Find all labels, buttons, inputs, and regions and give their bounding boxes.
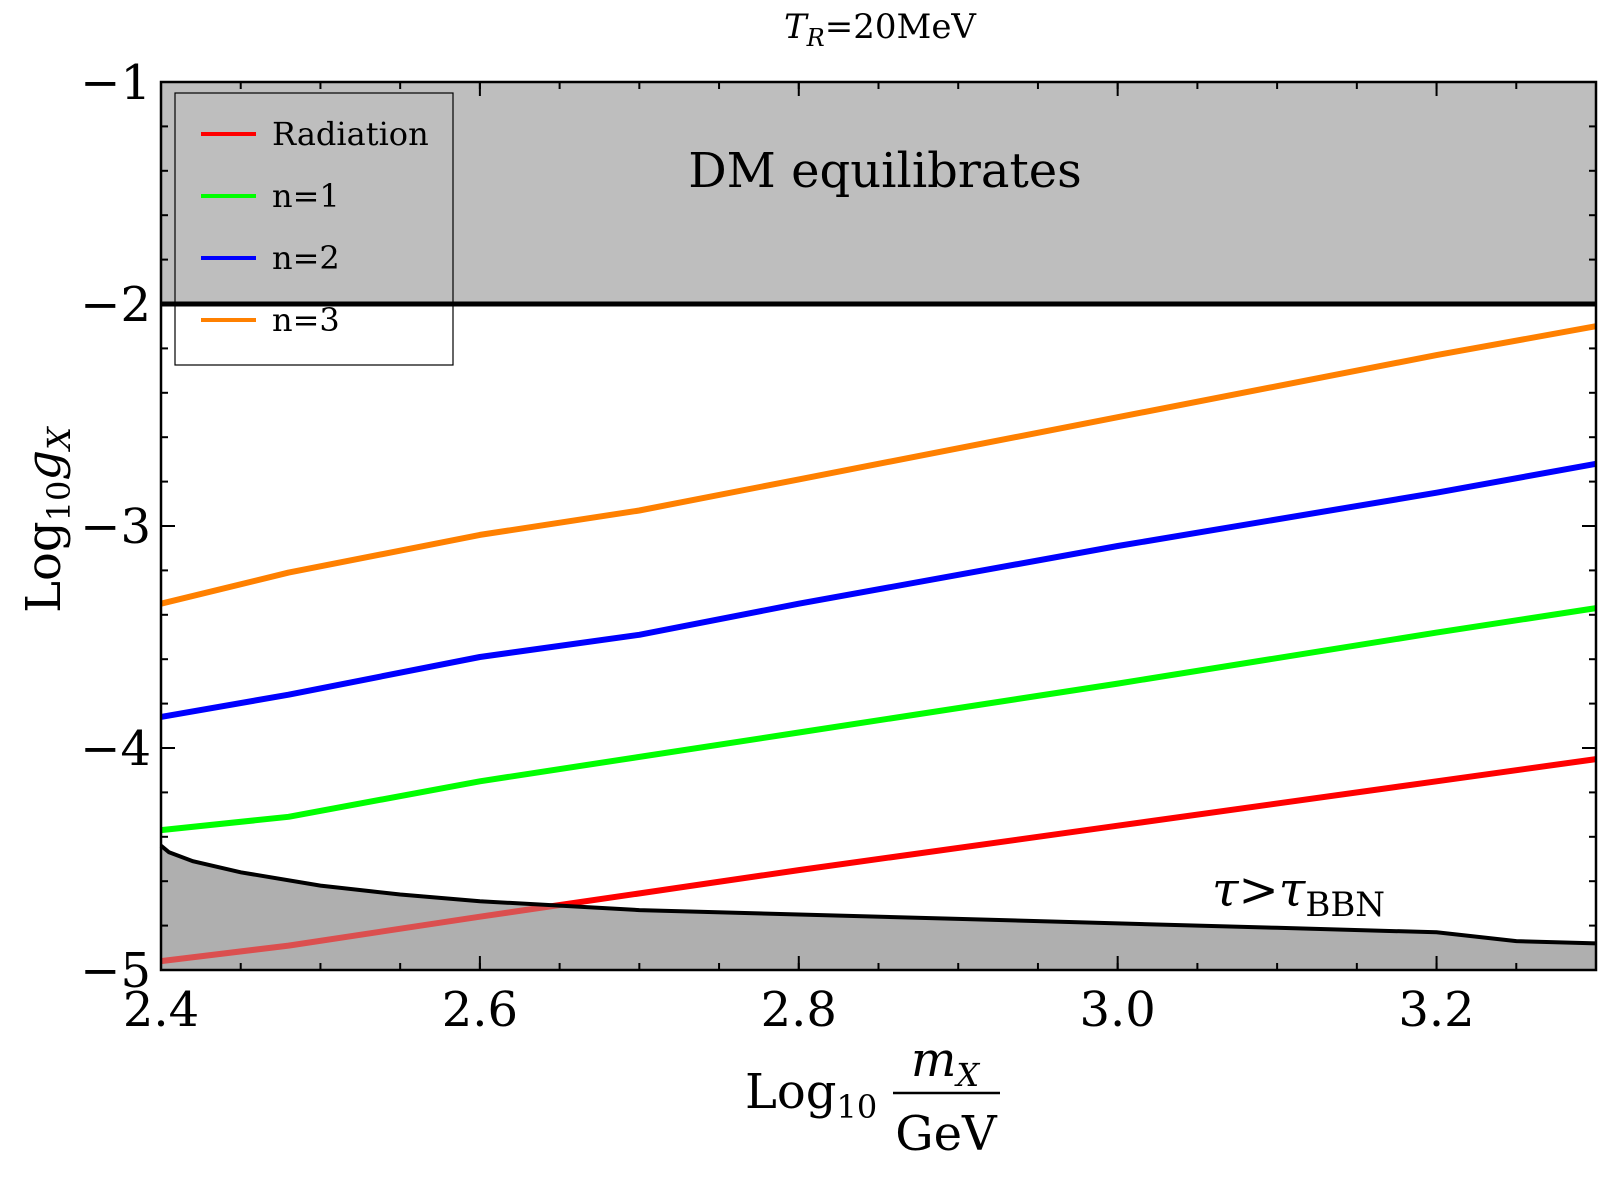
bbn-label-sub: BBN (1305, 885, 1385, 925)
legend: Radiation n=1 n=2 n=3 (174, 92, 454, 366)
series-layer (160, 323, 1597, 970)
tick-layer (160, 81, 1597, 971)
bbn-region-overlay (161, 845, 1596, 970)
xlabel-numerator-text: mX (911, 1032, 981, 1094)
legend-entry-n1: n=1 (201, 177, 340, 215)
legend-box (174, 92, 454, 366)
x-tick-label: 3.0 (1079, 982, 1155, 1038)
xlabel-numerator: m (911, 1032, 957, 1088)
title-sub: R (806, 24, 825, 52)
bbn-label-main: τ>τ (1212, 862, 1307, 918)
legend-entry-n2: n=2 (201, 239, 340, 277)
x-axis-label: Log10 mX GeV (745, 1032, 1000, 1162)
series-line-n3 (160, 323, 1597, 607)
legend-label-radiation: Radiation (272, 115, 429, 153)
x-tick-label: 2.4 (123, 982, 199, 1038)
y-axis-label: Log10gX (16, 426, 78, 613)
legend-label-n1: n=1 (272, 177, 340, 215)
bbn-label: τ>τBBN (1212, 862, 1385, 925)
y-tick-labels: −1 −2 −3 −4 −5 (80, 55, 151, 999)
series-line-radiation (160, 756, 1597, 965)
ylabel-prefix: Log (16, 521, 72, 613)
xlabel-prefix: Log (745, 1064, 837, 1120)
y-tick-label: −5 (80, 943, 151, 999)
ylabel-sub: 10 (40, 481, 78, 522)
legend-label-n2: n=2 (272, 239, 340, 277)
y-tick-label: −3 (80, 499, 151, 555)
x-tick-label: 2.6 (442, 982, 518, 1038)
legend-entry-n3: n=3 (201, 301, 340, 339)
dm-equilibrates-label: DM equilibrates (688, 143, 1082, 199)
xlabel-sub: 10 (837, 1088, 878, 1126)
series-line-n2 (160, 460, 1597, 720)
title-rest: =20MeV (825, 7, 978, 47)
legend-label-n3: n=3 (272, 301, 340, 339)
y-tick-label: −4 (80, 721, 151, 777)
series-line-n1 (160, 605, 1597, 834)
x-tick-label: 3.2 (1398, 982, 1474, 1038)
bbn-excluded-region (161, 845, 1596, 970)
bbn-boundary-line (159, 844, 1597, 946)
chart-title: TR=20MeV (784, 7, 977, 52)
dm-equilibrates-region (161, 82, 1596, 304)
y-tick-label: −2 (80, 277, 151, 333)
x-tick-label: 2.8 (761, 982, 837, 1038)
ylabel-main-sub: X (40, 426, 78, 453)
y-tick-label: −1 (80, 55, 151, 111)
xlabel-prefix-text: Log10 (745, 1064, 877, 1126)
legend-entry-radiation: Radiation (201, 115, 429, 153)
ylabel-main: g (16, 450, 72, 481)
x-tick-labels: 2.4 2.6 2.8 3.0 3.2 (123, 982, 1475, 1038)
title-main: T (784, 7, 809, 47)
xlabel-denominator: GeV (895, 1106, 998, 1162)
xlabel-numerator-sub: X (953, 1056, 980, 1094)
